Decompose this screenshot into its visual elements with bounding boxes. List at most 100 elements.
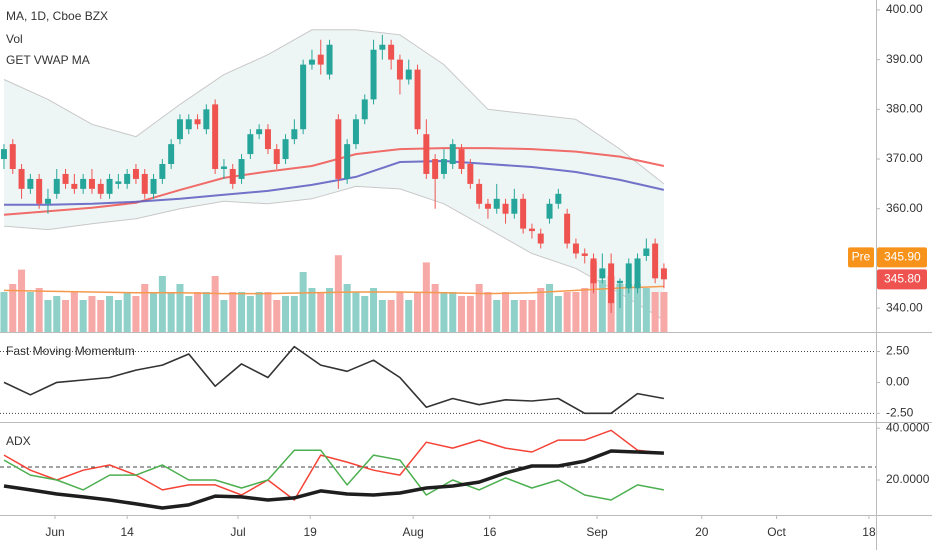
volume-bar: [194, 292, 202, 332]
candle-body: [256, 129, 263, 135]
volume-bar: [238, 292, 246, 332]
candle-body: [660, 268, 667, 280]
candle-body: [300, 64, 307, 130]
candle-body: [484, 203, 491, 209]
candle-body: [115, 181, 122, 184]
y-tick-label: 390.00: [886, 52, 923, 66]
candle-body: [36, 178, 43, 204]
x-tick-label: 20: [695, 525, 709, 539]
candle-body: [132, 168, 139, 179]
volume-bar: [528, 300, 536, 332]
candle-body: [71, 183, 78, 189]
candle-body: [396, 59, 403, 80]
volume-bar: [660, 292, 668, 332]
candle-body: [379, 44, 386, 50]
volume-bar: [484, 292, 492, 332]
candle-body: [44, 198, 51, 204]
volume-bar: [106, 296, 114, 332]
candle-body: [458, 149, 465, 169]
y-tick-label: 360.00: [886, 201, 923, 215]
band-lower: [3, 185, 665, 321]
x-tick-label: Aug: [402, 525, 423, 539]
volume-bar: [220, 300, 228, 332]
candle-body: [220, 166, 227, 169]
candle-body: [352, 119, 359, 145]
volume-bar: [590, 261, 598, 332]
volume-bar: [466, 296, 474, 332]
candle-body: [168, 144, 175, 165]
volume-bar: [167, 292, 175, 332]
band-area: [4, 29, 664, 321]
volume-bar: [9, 284, 17, 332]
candle-body: [643, 248, 650, 256]
candle-body: [405, 69, 412, 80]
candle-body: [159, 164, 166, 179]
volume-bar: [255, 292, 263, 332]
candle-body: [344, 144, 351, 179]
volume-bar: [546, 284, 554, 332]
pane: [0, 29, 668, 332]
candle-body: [53, 178, 60, 194]
candle-body: [326, 44, 333, 75]
volume-bar: [282, 296, 290, 332]
indicator-line: [3, 449, 665, 501]
volume-bar: [211, 276, 219, 332]
candle-body: [176, 119, 183, 140]
volume-bar: [396, 292, 404, 332]
volume-bar: [431, 284, 439, 332]
candle-body: [555, 193, 562, 204]
candle-body: [80, 178, 87, 189]
band-upper: [3, 29, 665, 185]
candle-body: [388, 44, 395, 60]
candle-body: [194, 119, 201, 125]
legend-entry: GET VWAP MA: [6, 53, 90, 67]
volume-bar: [422, 262, 430, 332]
candle-body: [185, 119, 192, 130]
volume-bar: [519, 300, 527, 332]
volume-bar: [62, 300, 70, 332]
candle-body: [616, 280, 623, 284]
candle-body: [62, 173, 69, 184]
volume-bar: [414, 292, 422, 332]
x-tick-label: 16: [483, 525, 497, 539]
candle-body: [361, 99, 368, 120]
volume-bar: [440, 292, 448, 332]
candle-body: [634, 258, 641, 289]
volume-bar: [378, 300, 386, 332]
volume-bar: [475, 284, 483, 332]
candle-body: [273, 149, 280, 165]
candle-body: [528, 228, 535, 232]
volume-bar: [150, 292, 158, 332]
candle-body: [282, 139, 289, 160]
volume-bar: [0, 292, 8, 332]
candle-body: [88, 178, 95, 189]
candle-body: [432, 159, 439, 179]
candle-body: [599, 268, 606, 279]
volume-bar: [581, 288, 589, 332]
candle-body: [106, 178, 113, 194]
candle-body: [229, 168, 236, 184]
y-tick-label: 0.00: [886, 375, 910, 389]
candle-body: [335, 119, 342, 179]
volume-bar: [132, 296, 140, 332]
vwap-ma-line: [4, 159, 665, 206]
candle-body: [27, 178, 34, 189]
volume-bar: [123, 292, 131, 332]
volume-bar: [352, 292, 360, 332]
volume-bar: [343, 284, 351, 332]
candle-body: [440, 159, 447, 174]
volume-bar: [458, 296, 466, 332]
volume-bar: [35, 288, 43, 332]
x-tick-label: Jun: [45, 525, 64, 539]
y-tick-label: 2.50: [886, 344, 910, 358]
x-tick-label: 19: [304, 525, 318, 539]
candle-body: [590, 258, 597, 284]
y-tick-label: 20.0000: [886, 472, 930, 486]
y-tick-label: 380.00: [886, 102, 923, 116]
candle-body: [572, 243, 579, 254]
indicator-line: [3, 345, 665, 415]
y-tick-label: 40.0000: [886, 420, 930, 434]
candle-body: [502, 203, 509, 214]
volume-bar: [290, 296, 298, 332]
